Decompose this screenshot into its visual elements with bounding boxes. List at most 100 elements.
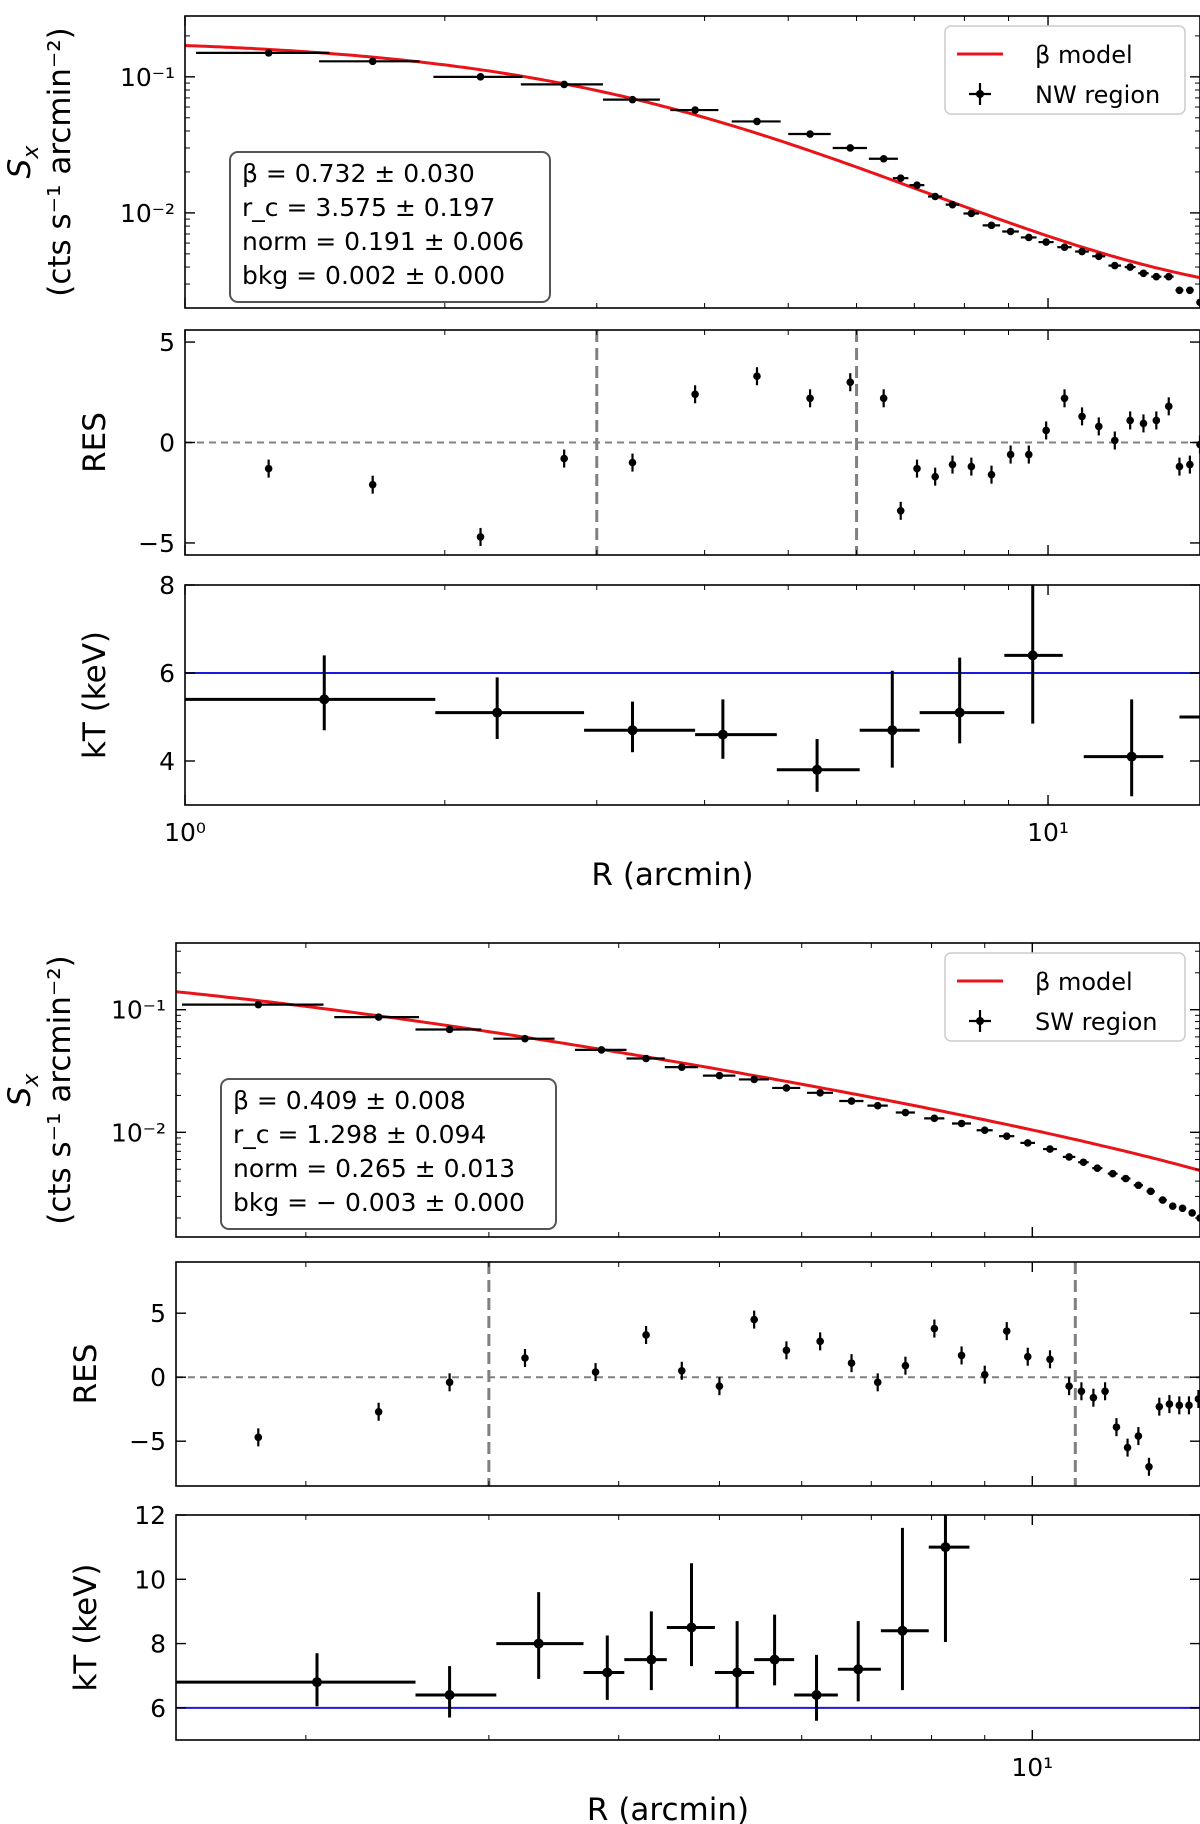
- data-point: [1179, 715, 1200, 719]
- marker: [368, 57, 377, 66]
- y-tick-label: 6: [150, 1694, 166, 1723]
- sw-temperature-panel: 10¹ 12 10 8 6 kT (keV) R (arcmin): [68, 1501, 1200, 1824]
- marker: [597, 1046, 606, 1054]
- legend-entry-model: β model: [1035, 41, 1133, 69]
- data-point: [1112, 1418, 1121, 1437]
- data-point: [1094, 417, 1103, 436]
- marker: [879, 154, 888, 163]
- marker: [1112, 1423, 1121, 1431]
- data-point: [931, 467, 939, 486]
- marker: [846, 144, 855, 152]
- marker: [1165, 1400, 1174, 1408]
- marker: [642, 1054, 650, 1063]
- marker: [1093, 1164, 1102, 1172]
- beta-model-curve: [185, 44, 1200, 280]
- data-point: [1123, 1438, 1132, 1457]
- marker: [769, 1654, 780, 1665]
- y-tick-label: 8: [159, 571, 175, 600]
- y-tick-label: 6: [159, 659, 175, 688]
- data-point: [776, 739, 860, 792]
- y-axis-label: (cts s⁻¹ arcmin⁻²): [42, 955, 78, 1225]
- data-point: [1165, 1395, 1174, 1414]
- marker: [646, 1654, 657, 1665]
- data-point: [415, 1025, 482, 1034]
- y-symbol-sub: x: [19, 145, 44, 160]
- legend-data-marker: [976, 90, 984, 98]
- fit-param-line: bkg = − 0.003 ± 0.000: [233, 1188, 525, 1217]
- marker: [948, 200, 957, 209]
- y-axis-label: kT (keV): [68, 1563, 104, 1691]
- data-point: [691, 385, 699, 404]
- axes-frame: [175, 942, 1200, 1238]
- data-point: [1133, 1181, 1144, 1190]
- data-point: [772, 1084, 801, 1092]
- marker: [1145, 1463, 1153, 1471]
- data-point: [1020, 233, 1037, 242]
- marker: [896, 174, 905, 182]
- marker: [873, 1101, 882, 1110]
- data-point: [433, 73, 523, 81]
- x-tick-label: 10⁰: [164, 818, 206, 847]
- data-point: [1152, 411, 1161, 430]
- marker: [374, 1407, 383, 1416]
- data-point: [1002, 227, 1019, 236]
- data-point: [1065, 1377, 1073, 1396]
- marker: [1078, 412, 1086, 421]
- data-point: [1042, 421, 1050, 440]
- data-point: [901, 1356, 910, 1375]
- data-point: [930, 1319, 939, 1338]
- marker: [476, 73, 485, 81]
- data-point: [750, 1310, 758, 1329]
- data-point: [919, 657, 1005, 744]
- marker: [1175, 462, 1184, 471]
- data-point: [873, 1373, 882, 1392]
- data-point: [368, 475, 377, 494]
- data-point: [846, 373, 855, 392]
- marker: [311, 1677, 322, 1688]
- marker: [1126, 263, 1134, 271]
- data-point: [909, 181, 925, 189]
- data-point: [1126, 411, 1134, 430]
- marker: [1060, 243, 1069, 251]
- marker: [1164, 402, 1173, 411]
- x-tick-label: 10¹: [1011, 1753, 1053, 1782]
- marker: [628, 95, 637, 104]
- data-point: [1134, 1427, 1143, 1446]
- data-point: [1075, 247, 1089, 256]
- data-point: [1120, 1174, 1131, 1183]
- marker: [931, 192, 939, 201]
- data-point: [1078, 407, 1086, 426]
- y-tick-label: 0: [150, 1363, 166, 1392]
- data-point: [839, 1097, 864, 1105]
- data-point: [1168, 1202, 1177, 1210]
- legend-box: [944, 952, 1186, 1042]
- data-point: [1077, 1382, 1086, 1401]
- data-point: [1006, 445, 1015, 464]
- fit-box-frame: [229, 151, 551, 303]
- marker: [1023, 1139, 1032, 1147]
- marker: [717, 729, 728, 740]
- marker: [957, 1119, 966, 1128]
- data-point: [1020, 1139, 1035, 1147]
- marker: [1152, 416, 1161, 425]
- marker: [677, 1063, 686, 1071]
- marker: [1101, 1387, 1109, 1396]
- marker: [686, 1622, 697, 1633]
- data-point: [957, 1346, 966, 1365]
- data-point: [913, 459, 921, 478]
- fit-param-line: norm = 0.191 ± 0.006: [242, 227, 524, 256]
- data-point: [1163, 272, 1174, 281]
- marker: [931, 472, 939, 481]
- data-point: [415, 1666, 497, 1718]
- plot-area-3: [176, 990, 1200, 1222]
- marker: [1123, 1443, 1132, 1452]
- data-point: [1107, 1169, 1118, 1178]
- data-point: [1108, 261, 1122, 270]
- marker: [980, 1126, 989, 1135]
- marker: [1042, 238, 1050, 246]
- data-point: [806, 389, 814, 408]
- data-point: [859, 670, 920, 768]
- x-axis-label: R (arcmin): [591, 857, 753, 893]
- data-point: [1025, 445, 1033, 464]
- y-tick-label: 10: [134, 1565, 166, 1594]
